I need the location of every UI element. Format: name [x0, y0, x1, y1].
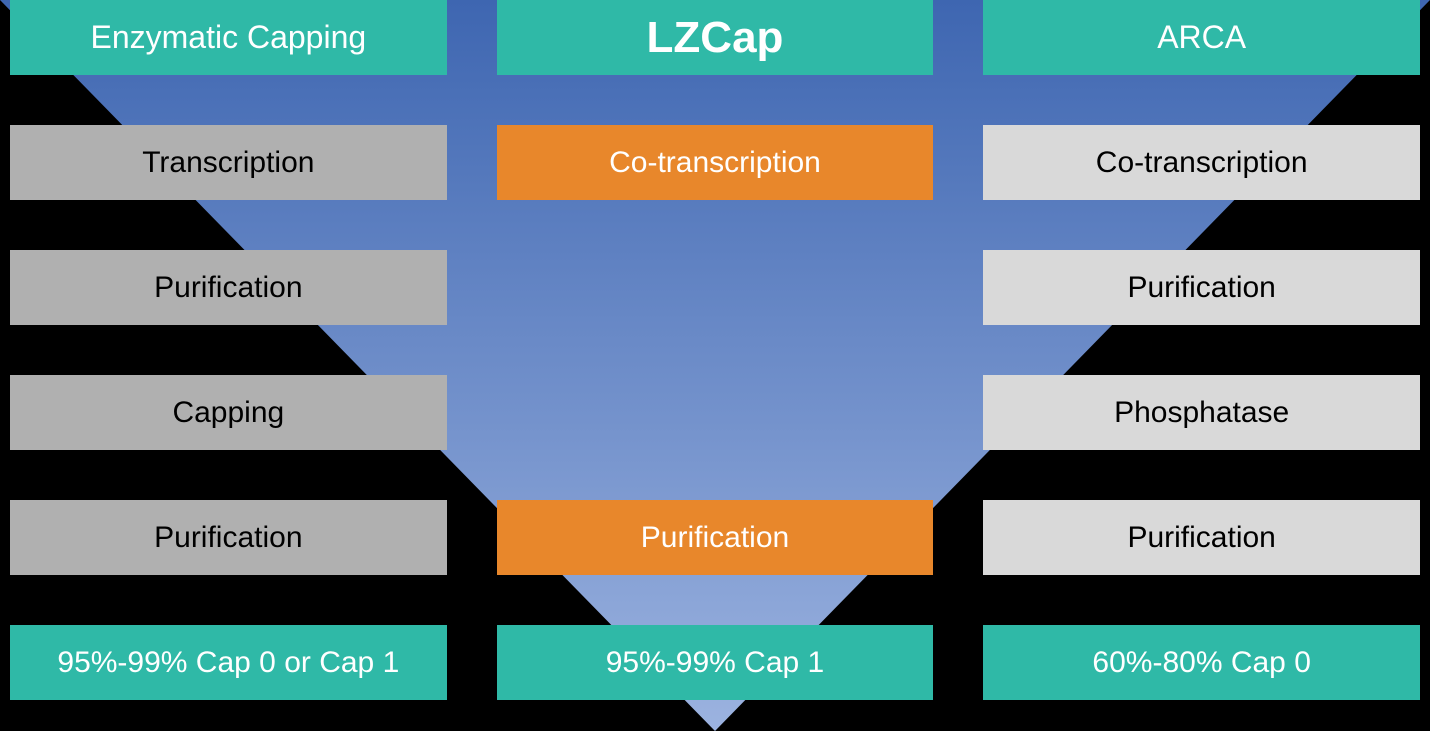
- step-cell-c2-r1: Purification: [983, 250, 1420, 325]
- step-cell-c2-r3: Purification: [983, 500, 1420, 575]
- column-header-2: ARCA: [983, 0, 1420, 75]
- step-cell-c1-r0: Co-transcription: [497, 125, 934, 200]
- column-header-1: LZCap: [497, 0, 934, 75]
- column-header-0: Enzymatic Capping: [10, 0, 447, 75]
- step-cell-c2-r0: Co-transcription: [983, 125, 1420, 200]
- result-cell-1: 95%-99% Cap 1: [497, 625, 934, 700]
- step-cell-c2-r2: Phosphatase: [983, 375, 1420, 450]
- step-cell-c0-r3: Purification: [10, 500, 447, 575]
- result-cell-2: 60%-80% Cap 0: [983, 625, 1420, 700]
- empty-cell: [497, 250, 934, 325]
- empty-cell: [497, 375, 934, 450]
- result-cell-0: 95%-99% Cap 0 or Cap 1: [10, 625, 447, 700]
- step-cell-c0-r1: Purification: [10, 250, 447, 325]
- comparison-grid: Enzymatic Capping LZCap ARCA Transcription C…: [0, 0, 1430, 700]
- step-cell-c0-r0: Transcription: [10, 125, 447, 200]
- step-cell-c1-r3: Purification: [497, 500, 934, 575]
- step-cell-c0-r2: Capping: [10, 375, 447, 450]
